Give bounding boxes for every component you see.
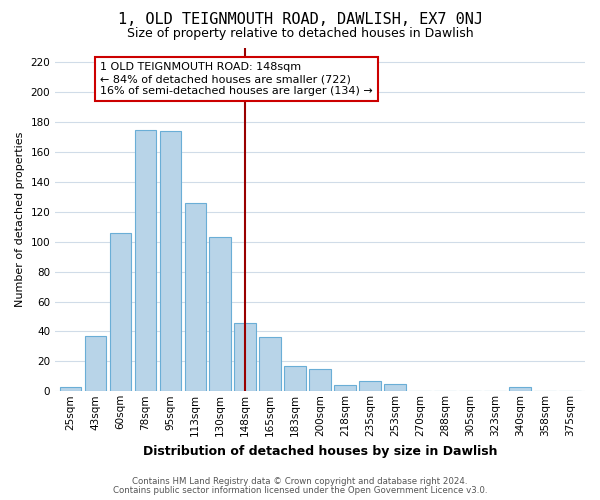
- Bar: [235, 322, 256, 392]
- Y-axis label: Number of detached properties: Number of detached properties: [15, 132, 25, 307]
- Bar: [134, 130, 156, 392]
- X-axis label: Distribution of detached houses by size in Dawlish: Distribution of detached houses by size …: [143, 444, 497, 458]
- Bar: [259, 338, 281, 392]
- Text: 1, OLD TEIGNMOUTH ROAD, DAWLISH, EX7 0NJ: 1, OLD TEIGNMOUTH ROAD, DAWLISH, EX7 0NJ: [118, 12, 482, 28]
- Bar: [209, 238, 231, 392]
- Bar: [85, 336, 106, 392]
- Bar: [359, 381, 380, 392]
- Bar: [284, 366, 306, 392]
- Bar: [310, 369, 331, 392]
- Bar: [110, 233, 131, 392]
- Bar: [334, 386, 356, 392]
- Text: Contains HM Land Registry data © Crown copyright and database right 2024.: Contains HM Land Registry data © Crown c…: [132, 477, 468, 486]
- Bar: [385, 384, 406, 392]
- Bar: [185, 203, 206, 392]
- Text: Size of property relative to detached houses in Dawlish: Size of property relative to detached ho…: [127, 28, 473, 40]
- Text: Contains public sector information licensed under the Open Government Licence v3: Contains public sector information licen…: [113, 486, 487, 495]
- Bar: [160, 131, 181, 392]
- Text: 1 OLD TEIGNMOUTH ROAD: 148sqm
← 84% of detached houses are smaller (722)
16% of : 1 OLD TEIGNMOUTH ROAD: 148sqm ← 84% of d…: [100, 62, 373, 96]
- Bar: [509, 387, 530, 392]
- Bar: [59, 387, 81, 392]
